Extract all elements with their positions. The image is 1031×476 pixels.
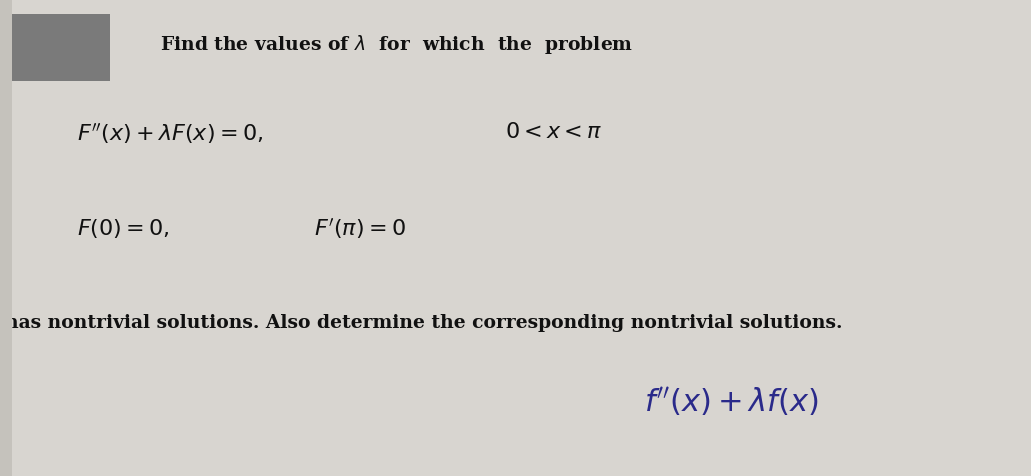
Text: Find the values of $\lambda$  for  which  the  problem: Find the values of $\lambda$ for which t… (160, 33, 633, 56)
FancyBboxPatch shape (0, 0, 12, 476)
Text: $F''(x) + \lambda F(x) = 0,$: $F''(x) + \lambda F(x) = 0,$ (77, 121, 264, 146)
FancyBboxPatch shape (12, 14, 110, 81)
Text: $F(0) = 0,$: $F(0) = 0,$ (77, 217, 170, 239)
Text: has nontrivial solutions. Also determine the corresponding nontrivial solutions.: has nontrivial solutions. Also determine… (5, 314, 842, 332)
Text: $F'(\pi) = 0$: $F'(\pi) = 0$ (314, 217, 406, 241)
Text: $0 < x < \pi$: $0 < x < \pi$ (505, 121, 603, 143)
Text: $f''(x) + \lambda f(x)$: $f''(x) + \lambda f(x)$ (644, 386, 820, 418)
